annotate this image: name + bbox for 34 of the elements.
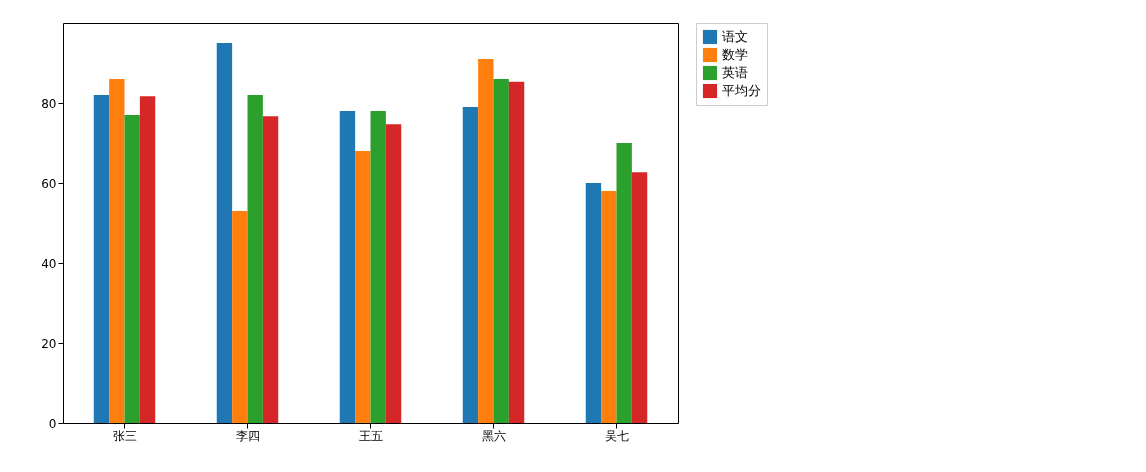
bar: [493, 79, 509, 423]
bar: [585, 183, 602, 423]
x-tick-label: 吴七: [604, 428, 629, 443]
bar: [232, 211, 248, 423]
bar: [93, 95, 110, 423]
bar: [385, 124, 402, 423]
bar: [262, 116, 279, 423]
legend-label: 英语: [722, 65, 748, 80]
bar: [616, 143, 632, 423]
x-tick-label: 李四: [235, 428, 260, 443]
bar: [355, 151, 371, 423]
y-tick-label: 20: [41, 336, 57, 351]
y-tick-label: 80: [41, 96, 57, 111]
bar: [124, 115, 140, 423]
x-tick-label: 黑六: [481, 428, 506, 443]
bar: [631, 172, 648, 423]
y-tick-label: 40: [41, 256, 57, 271]
x-tick-label: 张三: [112, 428, 137, 443]
bar: [601, 191, 617, 423]
legend-label: 数学: [722, 47, 748, 62]
bar: [247, 95, 263, 423]
bar: [508, 81, 525, 423]
legend-label: 平均分: [722, 83, 761, 98]
bar: [139, 96, 156, 423]
bar: [478, 59, 494, 423]
bar: [339, 111, 356, 423]
bar: [370, 111, 386, 423]
y-tick-label: 0: [48, 416, 57, 431]
x-tick-label: 王五: [358, 428, 383, 443]
bar: [462, 107, 479, 423]
bar: [216, 43, 233, 423]
legend-label: 语文: [722, 29, 748, 44]
bar: [109, 79, 125, 423]
y-tick-label: 60: [41, 176, 57, 191]
